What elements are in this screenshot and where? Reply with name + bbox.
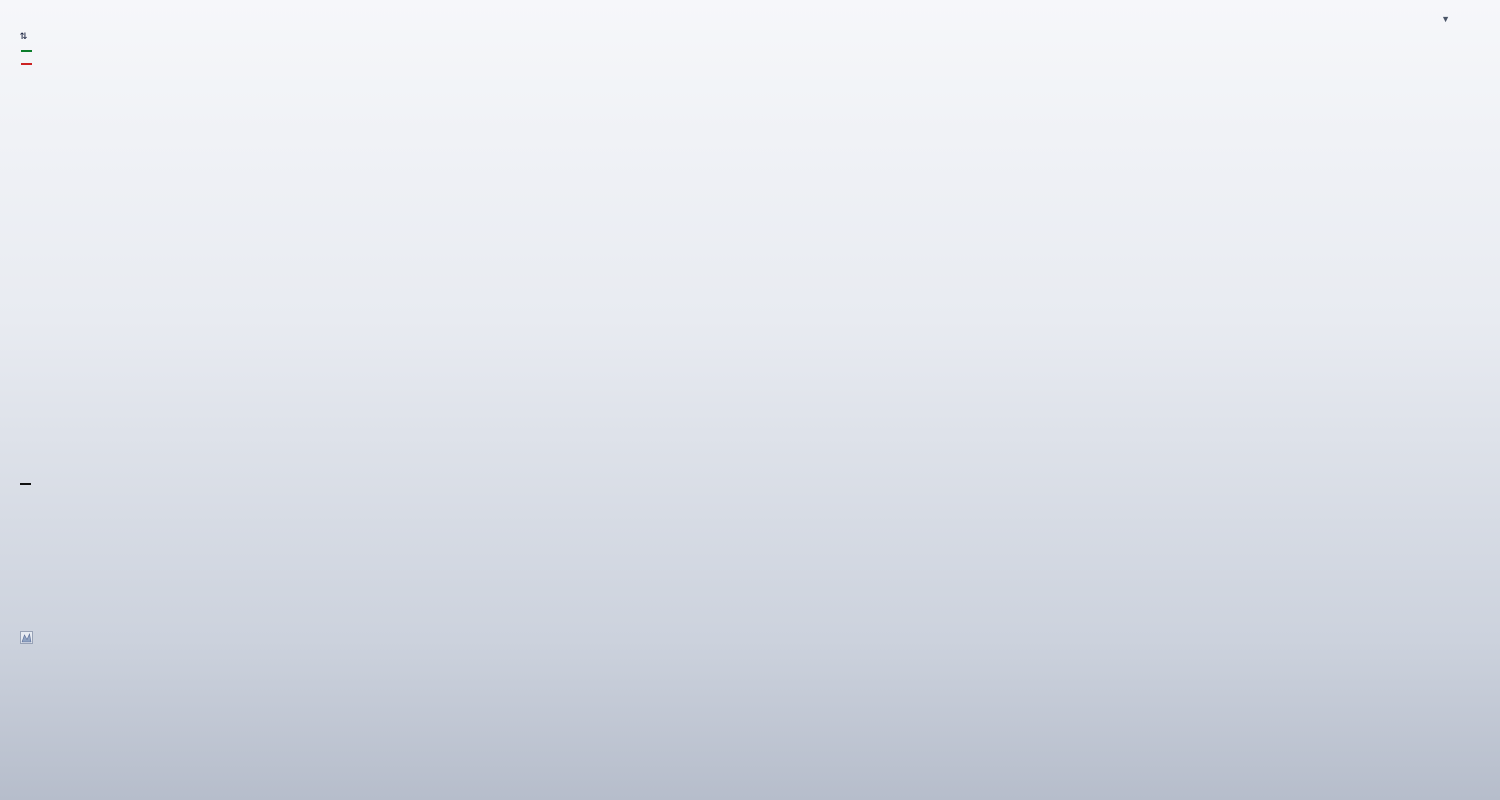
ppo-line-icon bbox=[20, 483, 31, 485]
rsi-chart-icon bbox=[20, 631, 33, 644]
chg-dropdown-icon[interactable]: ▼ bbox=[1441, 14, 1450, 24]
rsi-legend bbox=[20, 631, 41, 644]
main-chart-legend: ⇅ bbox=[20, 30, 40, 42]
ma40-line-icon bbox=[21, 63, 32, 65]
ma150-line-icon bbox=[21, 50, 32, 52]
quote-row: ▼ bbox=[1363, 14, 1450, 25]
ppo-legend bbox=[20, 483, 51, 485]
updown-arrows-icon: ⇅ bbox=[20, 29, 28, 43]
ma40-legend bbox=[21, 58, 39, 70]
ma150-legend bbox=[21, 45, 39, 57]
